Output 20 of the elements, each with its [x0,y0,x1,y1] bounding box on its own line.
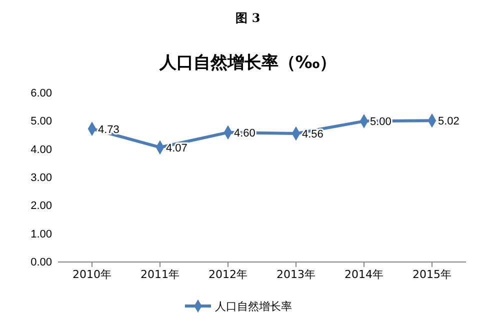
y-tick-label: 1.00 [30,228,52,240]
y-tick-label: 3.00 [30,172,52,184]
y-tick-label: 5.00 [30,116,52,128]
caption: 图 3 [236,11,260,25]
y-tick-label: 6.00 [30,88,52,100]
legend-label: 人口自然增长率 [215,300,292,313]
y-tick-label: 2.00 [30,200,52,212]
data-label: 5.02 [438,116,460,128]
chart-title: 人口自然增长率（‰） [158,53,337,73]
data-label: 4.07 [166,142,188,154]
x-tick-label: 2012年 [208,268,248,281]
y-tick-label: 0.00 [30,256,52,269]
data-label: 4.56 [302,128,324,141]
x-tick-label: 2015年 [412,268,452,281]
x-tick-label: 2014年 [344,268,384,281]
x-tick-label: 2011年 [140,268,180,281]
x-tick-label: 2013年 [276,268,316,281]
data-label: 5.00 [370,116,392,128]
x-tick-label: 2010年 [72,268,112,281]
y-tick-label: 4.00 [30,144,52,156]
